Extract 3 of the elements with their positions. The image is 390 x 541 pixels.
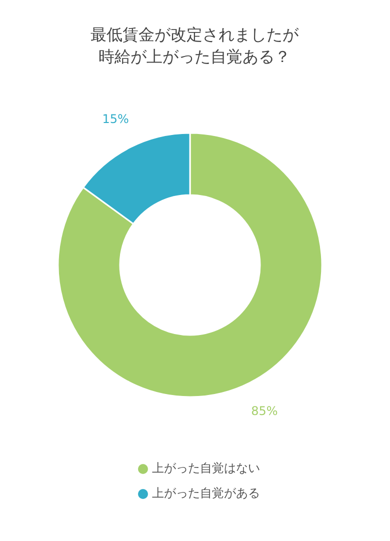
legend-label: 上がった自覚はない bbox=[152, 460, 260, 477]
title: 最低賃金が改定されましたが時給が上がった自覚ある？ bbox=[90, 24, 300, 68]
legend-label: 上がった自覚がある bbox=[152, 485, 260, 502]
